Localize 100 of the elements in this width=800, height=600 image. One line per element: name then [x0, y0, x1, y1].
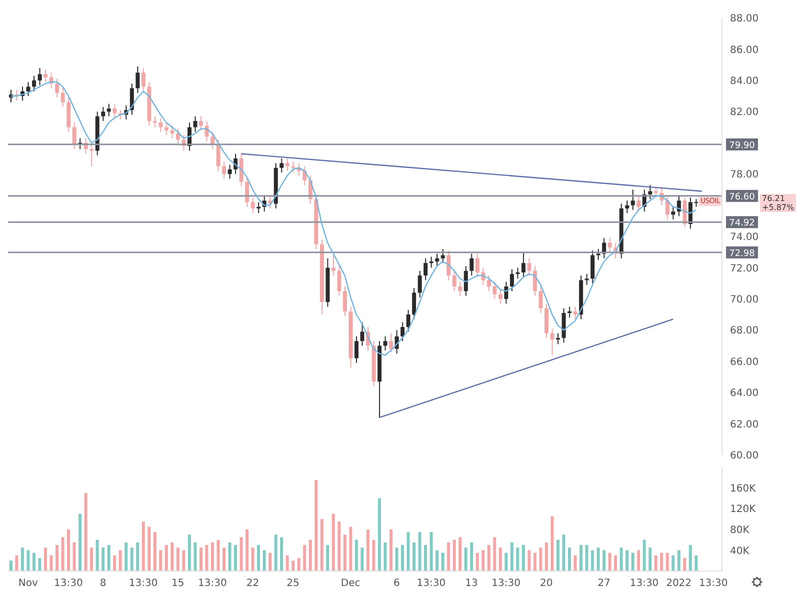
bar	[136, 542, 140, 571]
candlestick	[452, 270, 456, 292]
candlestick	[337, 266, 342, 296]
bar	[637, 550, 640, 571]
candlestick	[193, 116, 198, 132]
bar	[320, 519, 324, 571]
candlestick	[596, 248, 600, 260]
bar	[476, 552, 479, 571]
y-tick-label: 82.00	[730, 107, 759, 118]
y-tick-label: 80K	[730, 524, 750, 536]
bar	[96, 540, 99, 571]
candlestick	[648, 184, 652, 200]
bar	[164, 545, 168, 571]
candlestick	[573, 306, 578, 320]
y-tick-label: 86.00	[730, 44, 759, 56]
bar	[188, 534, 191, 571]
bar	[591, 550, 594, 571]
candlestick	[130, 83, 134, 116]
bar	[360, 548, 364, 571]
bar	[694, 555, 698, 571]
bar	[32, 552, 36, 571]
candlestick	[475, 253, 480, 278]
y-tick-label: 68.00	[730, 326, 759, 337]
bar	[130, 548, 134, 571]
bar	[246, 529, 249, 571]
bar	[608, 552, 612, 571]
candlestick	[199, 116, 204, 131]
candlestick	[331, 254, 336, 276]
bar	[78, 514, 82, 571]
candlestick	[556, 332, 560, 345]
bar	[447, 542, 450, 571]
bar	[539, 548, 542, 571]
bar	[452, 540, 456, 571]
candlestick	[412, 288, 416, 320]
bar	[303, 545, 306, 571]
y-tick-label: 64.00	[730, 388, 759, 400]
bar	[568, 548, 571, 571]
candlestick	[538, 286, 543, 314]
bar	[194, 542, 197, 571]
x-tick-label: 13:30	[492, 578, 520, 590]
y-tick-label: 88.00	[730, 14, 759, 25]
bar	[384, 542, 387, 571]
candlestick	[228, 164, 232, 180]
bar	[602, 550, 606, 571]
bar	[470, 542, 474, 571]
bar	[430, 532, 433, 571]
candlestick	[55, 78, 60, 98]
candlestick	[424, 258, 428, 281]
bar	[44, 548, 47, 571]
bar	[274, 534, 278, 571]
candlestick	[550, 328, 554, 356]
bar	[159, 550, 162, 571]
candlestick	[532, 266, 537, 296]
bar	[510, 542, 514, 571]
candlestick	[429, 256, 434, 268]
candlestick	[360, 322, 364, 346]
candlestick	[106, 103, 111, 117]
bar	[574, 555, 577, 571]
bar	[620, 548, 623, 571]
bar	[153, 532, 156, 571]
ref-line-label: 72.98	[729, 248, 756, 259]
y-tick-label: 62.00	[730, 419, 759, 430]
x-tick-label: Nov	[18, 578, 38, 590]
candlestick	[291, 161, 296, 174]
bar	[56, 545, 59, 571]
bar	[182, 550, 186, 571]
bar	[522, 545, 525, 571]
bar	[389, 529, 392, 571]
candlestick	[510, 268, 514, 292]
bar	[585, 545, 588, 571]
bar	[400, 545, 404, 571]
bar	[528, 550, 531, 571]
bar	[487, 545, 490, 571]
y-tick-label: 160K	[730, 483, 756, 494]
ref-line-label: 74.92	[729, 218, 755, 229]
x-tick-label: 6	[393, 578, 400, 590]
bar	[102, 548, 105, 571]
bar	[660, 552, 664, 571]
bar	[418, 532, 422, 571]
candlestick	[446, 250, 451, 281]
bar	[464, 548, 468, 571]
y-tick-label: 78.00	[730, 170, 759, 181]
candlestick	[38, 67, 42, 86]
bar	[314, 480, 318, 571]
candlestick	[354, 336, 358, 364]
candlestick	[101, 106, 106, 122]
candlestick	[256, 202, 261, 214]
y-tick-label: 40K	[730, 546, 750, 557]
candlestick	[527, 258, 532, 276]
candlestick	[458, 281, 462, 296]
candlestick	[521, 252, 526, 278]
ref-line-label: 79.90	[729, 140, 756, 151]
candlestick	[342, 286, 347, 317]
bar	[199, 548, 202, 571]
bar	[596, 548, 600, 571]
candlestick	[636, 195, 641, 212]
bar	[268, 552, 272, 571]
candlestick	[60, 88, 65, 108]
candlestick	[625, 200, 630, 214]
candlestick	[250, 196, 255, 214]
